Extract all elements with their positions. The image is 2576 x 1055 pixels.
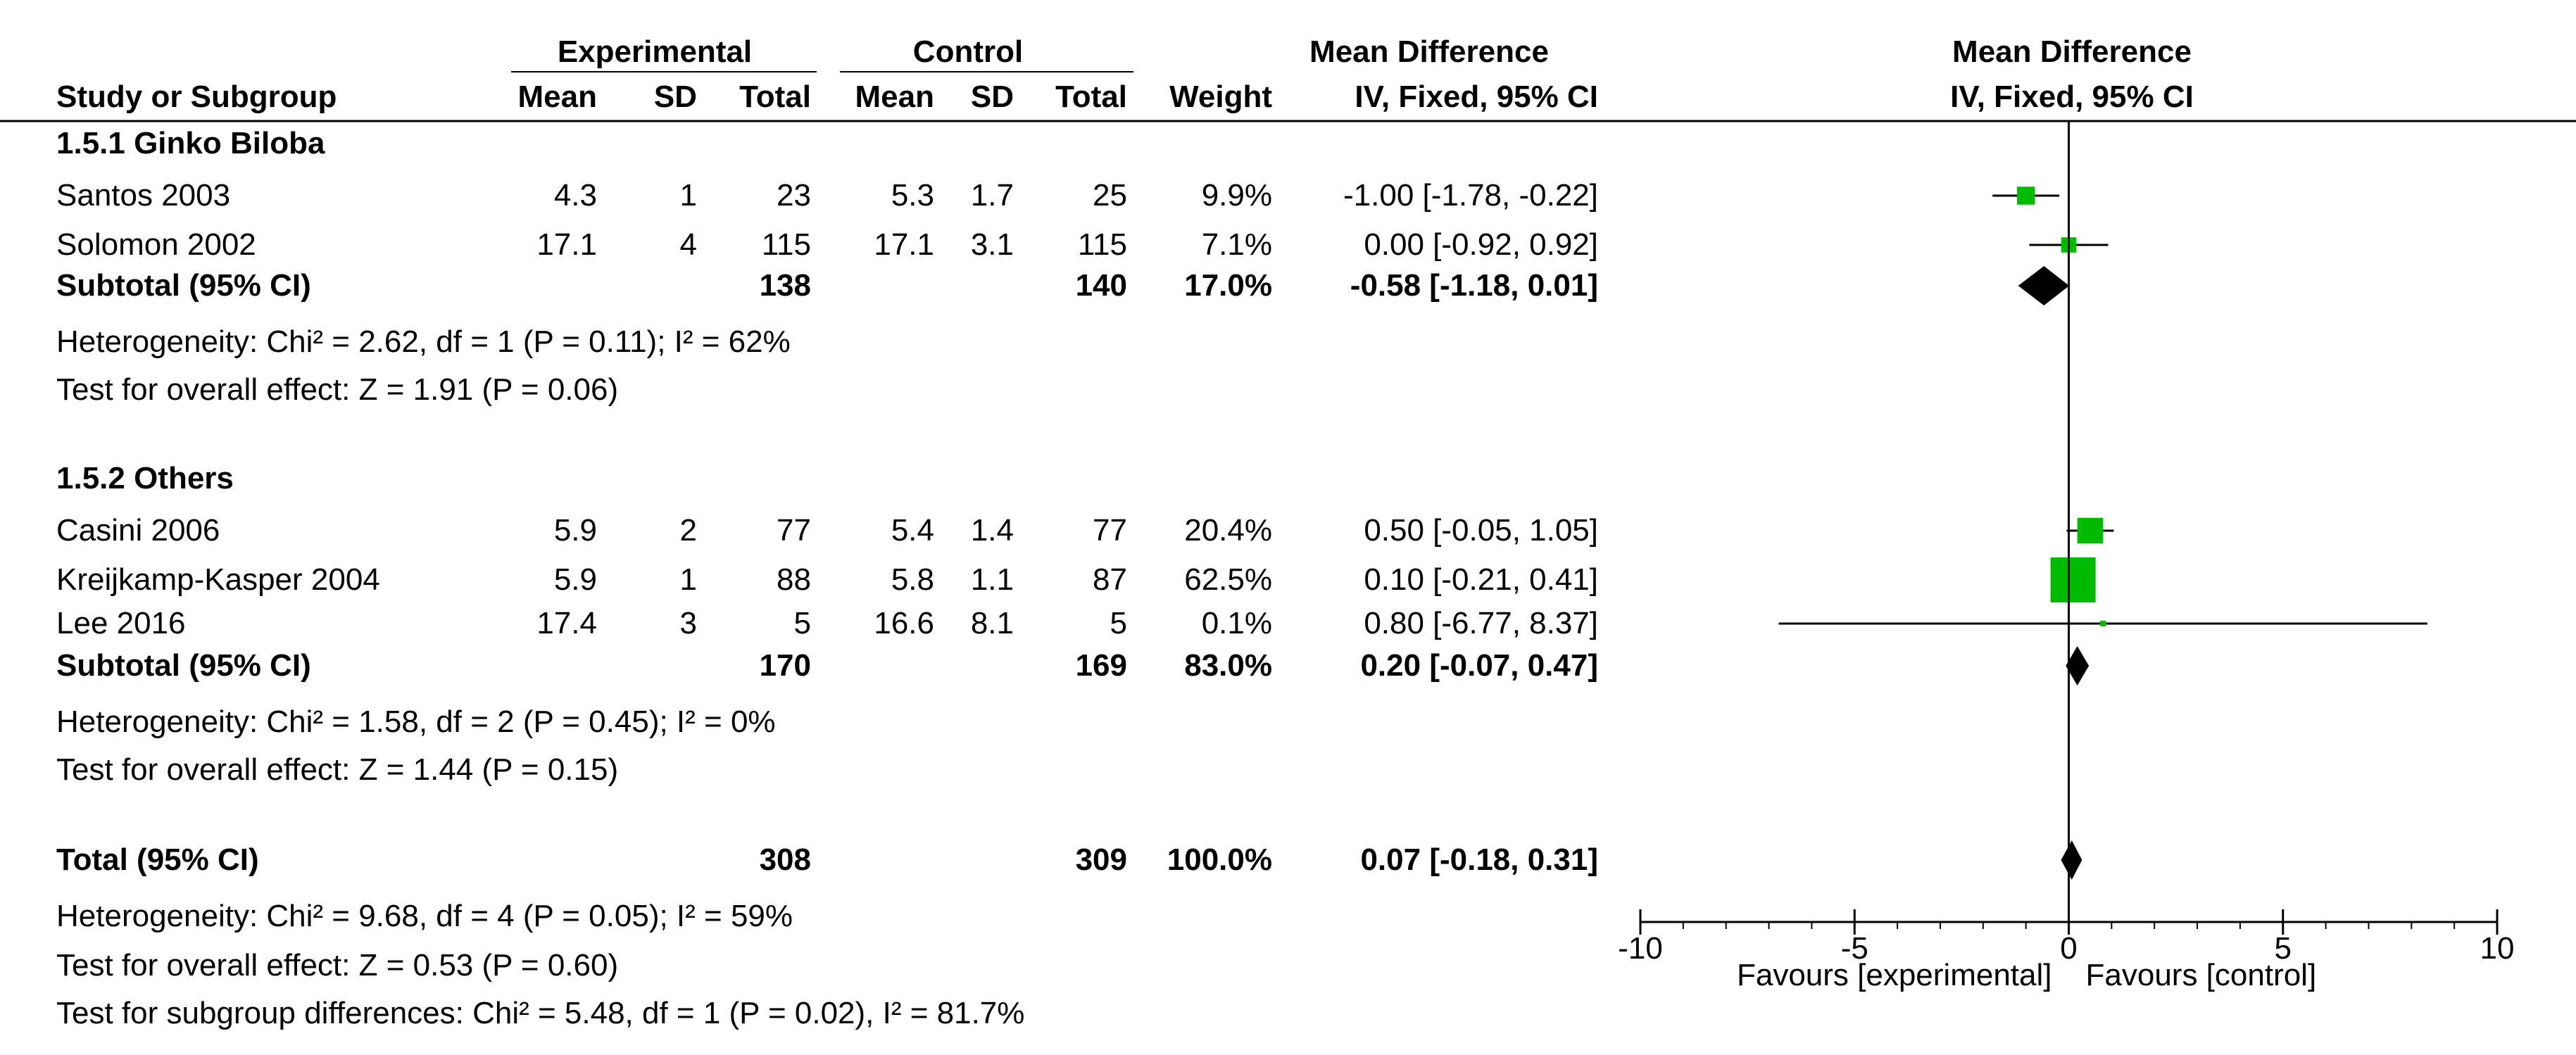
- x-tick-label: -5: [1841, 931, 1868, 966]
- favours-control-label: Favours [control]: [2086, 958, 2317, 992]
- pooled-ci: 0.20 [-0.07, 0.47]: [1360, 648, 1598, 683]
- ctl-sd-cell: 1.1: [971, 562, 1014, 597]
- exp-sd-cell: 2: [680, 513, 697, 548]
- header-ctl-total: Total: [1055, 80, 1127, 114]
- weight-cell: 0.1%: [1202, 606, 1272, 640]
- study-effect-marker: [2100, 621, 2106, 626]
- ci-cell: 0.10 [-0.21, 0.41]: [1364, 562, 1598, 597]
- study-effect-marker: [2050, 557, 2096, 602]
- header-method-plot: IV, Fixed, 95% CI: [1950, 80, 2194, 114]
- study-name: Santos 2003: [56, 178, 230, 213]
- header-exp-total: Total: [739, 80, 811, 114]
- ctl-sd-cell: 1.4: [971, 513, 1014, 548]
- ctl-mean-cell: 5.4: [891, 513, 934, 548]
- header-weight: Weight: [1169, 80, 1272, 114]
- weight-cell: 20.4%: [1184, 513, 1272, 548]
- ctl-sd-cell: 3.1: [971, 227, 1014, 262]
- pooled-diamond: [2018, 266, 2070, 305]
- ctl-sd-cell: 8.1: [971, 606, 1014, 640]
- ctl-total-cell: 87: [1093, 562, 1127, 597]
- pooled-ctl-total: 169: [1076, 648, 1127, 683]
- pooled-ctl-total: 309: [1076, 842, 1127, 877]
- header-control: Control: [913, 34, 1023, 69]
- ctl-mean-cell: 5.8: [891, 562, 934, 597]
- ctl-total-cell: 5: [1110, 606, 1127, 640]
- header-ctl-mean: Mean: [855, 80, 934, 114]
- study-effect-marker: [2077, 517, 2104, 544]
- ctl-mean-cell: 17.1: [874, 227, 934, 262]
- pooled-exp-total: 170: [760, 648, 811, 683]
- exp-total-cell: 5: [794, 606, 811, 640]
- ctl-total-cell: 115: [1078, 227, 1127, 262]
- exp-sd-cell: 1: [680, 562, 697, 597]
- exp-sd-cell: 3: [680, 606, 697, 640]
- x-tick-label: 10: [2480, 931, 2515, 966]
- study-name: Kreijkamp-Kasper 2004: [56, 562, 380, 597]
- pooled-ctl-total: 140: [1076, 268, 1127, 303]
- study-name: Solomon 2002: [56, 227, 256, 262]
- exp-sd-cell: 4: [680, 227, 697, 262]
- pooled-ci: 0.07 [-0.18, 0.31]: [1360, 842, 1598, 877]
- exp-total-cell: 88: [777, 562, 811, 597]
- ci-cell: 0.80 [-6.77, 8.37]: [1364, 606, 1598, 640]
- header-ctl-sd: SD: [971, 80, 1014, 114]
- subgroup-label: 1.5.1 Ginko Biloba: [56, 126, 325, 160]
- subtotal-label: Subtotal (95% CI): [56, 268, 311, 303]
- total-overall-effect-text: Test for overall effect: Z = 0.53 (P = 0…: [56, 948, 618, 983]
- study-effect-marker: [2016, 187, 2035, 205]
- ctl-mean-cell: 5.3: [891, 178, 934, 213]
- pooled-weight: 17.0%: [1184, 268, 1272, 303]
- ci-cell: 0.00 [-0.92, 0.92]: [1364, 227, 1598, 262]
- total-label: Total (95% CI): [56, 842, 259, 877]
- ci-cell: -1.00 [-1.78, -0.22]: [1343, 178, 1598, 213]
- exp-total-cell: 77: [777, 513, 811, 548]
- exp-sd-cell: 1: [680, 178, 697, 213]
- ctl-total-cell: 77: [1093, 513, 1127, 548]
- header-method: IV, Fixed, 95% CI: [1355, 80, 1598, 114]
- ctl-mean-cell: 16.6: [874, 606, 934, 640]
- exp-mean-cell: 4.3: [554, 178, 597, 213]
- x-tick-label: -10: [1618, 931, 1663, 966]
- weight-cell: 9.9%: [1202, 178, 1272, 213]
- overall-effect-text: Test for overall effect: Z = 1.44 (P = 0…: [56, 752, 618, 787]
- heterogeneity-text: Heterogeneity: Chi² = 2.62, df = 1 (P = …: [56, 324, 791, 359]
- header-exp-sd: SD: [654, 80, 697, 114]
- total-heterogeneity-text: Heterogeneity: Chi² = 9.68, df = 4 (P = …: [56, 899, 793, 933]
- pooled-weight: 100.0%: [1167, 842, 1272, 877]
- exp-total-cell: 23: [777, 178, 811, 213]
- pooled-exp-total: 138: [760, 268, 811, 303]
- ctl-total-cell: 25: [1093, 178, 1127, 213]
- header-study: Study or Subgroup: [56, 80, 337, 114]
- x-tick-label: 0: [2060, 931, 2077, 966]
- pooled-diamond: [2061, 840, 2082, 880]
- study-name: Casini 2006: [56, 513, 220, 548]
- subgroup-differences-text: Test for subgroup differences: Chi² = 5.…: [56, 996, 1024, 1030]
- subtotal-label: Subtotal (95% CI): [56, 648, 311, 683]
- exp-mean-cell: 5.9: [554, 562, 597, 597]
- exp-mean-cell: 17.1: [536, 227, 597, 262]
- pooled-ci: -0.58 [-1.18, 0.01]: [1350, 268, 1598, 303]
- exp-total-cell: 115: [762, 227, 811, 262]
- heterogeneity-text: Heterogeneity: Chi² = 1.58, df = 2 (P = …: [56, 705, 776, 739]
- pooled-weight: 83.0%: [1184, 648, 1272, 683]
- favours-experimental-label: Favours [experimental]: [1737, 958, 2052, 992]
- ci-cell: 0.50 [-0.05, 1.05]: [1364, 513, 1598, 548]
- weight-cell: 7.1%: [1202, 227, 1272, 262]
- subgroup-label: 1.5.2 Others: [56, 461, 234, 495]
- pooled-diamond: [2066, 646, 2090, 686]
- exp-mean-cell: 5.9: [554, 513, 597, 548]
- pooled-exp-total: 308: [760, 842, 811, 877]
- header-mean-difference: Mean Difference: [1309, 34, 1549, 69]
- weight-cell: 62.5%: [1184, 562, 1272, 597]
- x-tick-label: 5: [2275, 931, 2292, 966]
- ctl-sd-cell: 1.7: [971, 178, 1014, 213]
- overall-effect-text: Test for overall effect: Z = 1.91 (P = 0…: [56, 372, 618, 407]
- header-exp-mean: Mean: [518, 80, 597, 114]
- exp-mean-cell: 17.4: [536, 606, 597, 640]
- header-experimental: Experimental: [558, 34, 752, 69]
- header-mean-difference-plot: Mean Difference: [1952, 34, 2192, 69]
- study-name: Lee 2016: [56, 606, 186, 640]
